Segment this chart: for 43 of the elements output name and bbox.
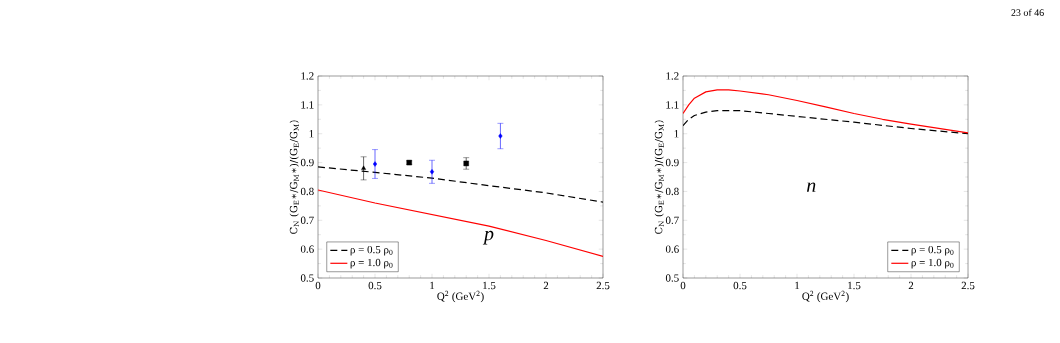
y-tick-label: 0.7 xyxy=(665,216,679,225)
annotation: p xyxy=(482,230,494,245)
x-tick-label: 2.5 xyxy=(596,281,610,290)
y-tick-label: 0.5 xyxy=(300,274,314,282)
x-tick-label: 1 xyxy=(795,281,800,290)
annotation: n xyxy=(806,182,816,192)
legend-label: ρ = 1.0 ρ$_{0}$ xyxy=(911,258,954,269)
y-tick-label: 1.1 xyxy=(666,101,679,109)
y-tick-label: 0.8 xyxy=(300,187,314,196)
x-axis-title: Q$^{2}$ (GeV$^{2}$) xyxy=(802,290,849,303)
point xyxy=(372,161,378,167)
point xyxy=(429,169,435,175)
y-tick-label: 1.2 xyxy=(301,72,314,80)
text: C$_{N}$ (G$_{E}$∗/G$_{M}$∗)/(G$_{E}$/G$_{M}$) xyxy=(289,120,299,234)
x-tick-label: 0.5 xyxy=(733,281,747,290)
y-tick-label: 0.8 xyxy=(665,187,679,196)
y-tick-label: 0.9 xyxy=(300,158,314,167)
point xyxy=(498,133,503,139)
y-tick-label: 0.6 xyxy=(665,245,679,253)
x-tick-label: 0.5 xyxy=(368,281,382,290)
x-axis-title: Q$^{2}$ (GeV$^{2}$) xyxy=(437,290,484,303)
legend-label: ρ = 0.5 ρ$_{0}$ xyxy=(350,245,393,256)
x-tick-label: 0 xyxy=(680,281,686,290)
y-tick-label: 0.9 xyxy=(665,158,679,167)
x-tick-label: 1 xyxy=(430,281,435,290)
x-tick-label: 1.5 xyxy=(848,281,861,290)
y-tick-label: 1 xyxy=(309,130,314,138)
y-tick-label: 1.2 xyxy=(666,72,679,80)
point xyxy=(361,165,366,170)
x-tick-label: 2 xyxy=(908,281,914,290)
text: 23 of 46 xyxy=(1011,8,1044,16)
y-tick-label: 1.1 xyxy=(301,101,314,109)
x-tick-label: 2 xyxy=(543,281,549,290)
x-tick-label: 1.5 xyxy=(483,281,496,290)
y-tick-label: 1 xyxy=(674,130,679,138)
legend-label: ρ = 1.0 ρ$_{0}$ xyxy=(350,258,393,269)
legend-label: ρ = 0.5 ρ$_{0}$ xyxy=(911,245,954,256)
y-tick-label: 0.6 xyxy=(300,245,314,253)
y-tick-label: 0.7 xyxy=(300,216,314,225)
y-tick-label: 0.5 xyxy=(665,274,679,282)
x-tick-label: 0 xyxy=(315,281,321,290)
text: C$_{N}$ (G$_{E}$∗/G$_{M}$∗)/(G$_{E}$/G$_{M}$) xyxy=(654,120,664,234)
x-tick-label: 2.5 xyxy=(961,281,975,290)
